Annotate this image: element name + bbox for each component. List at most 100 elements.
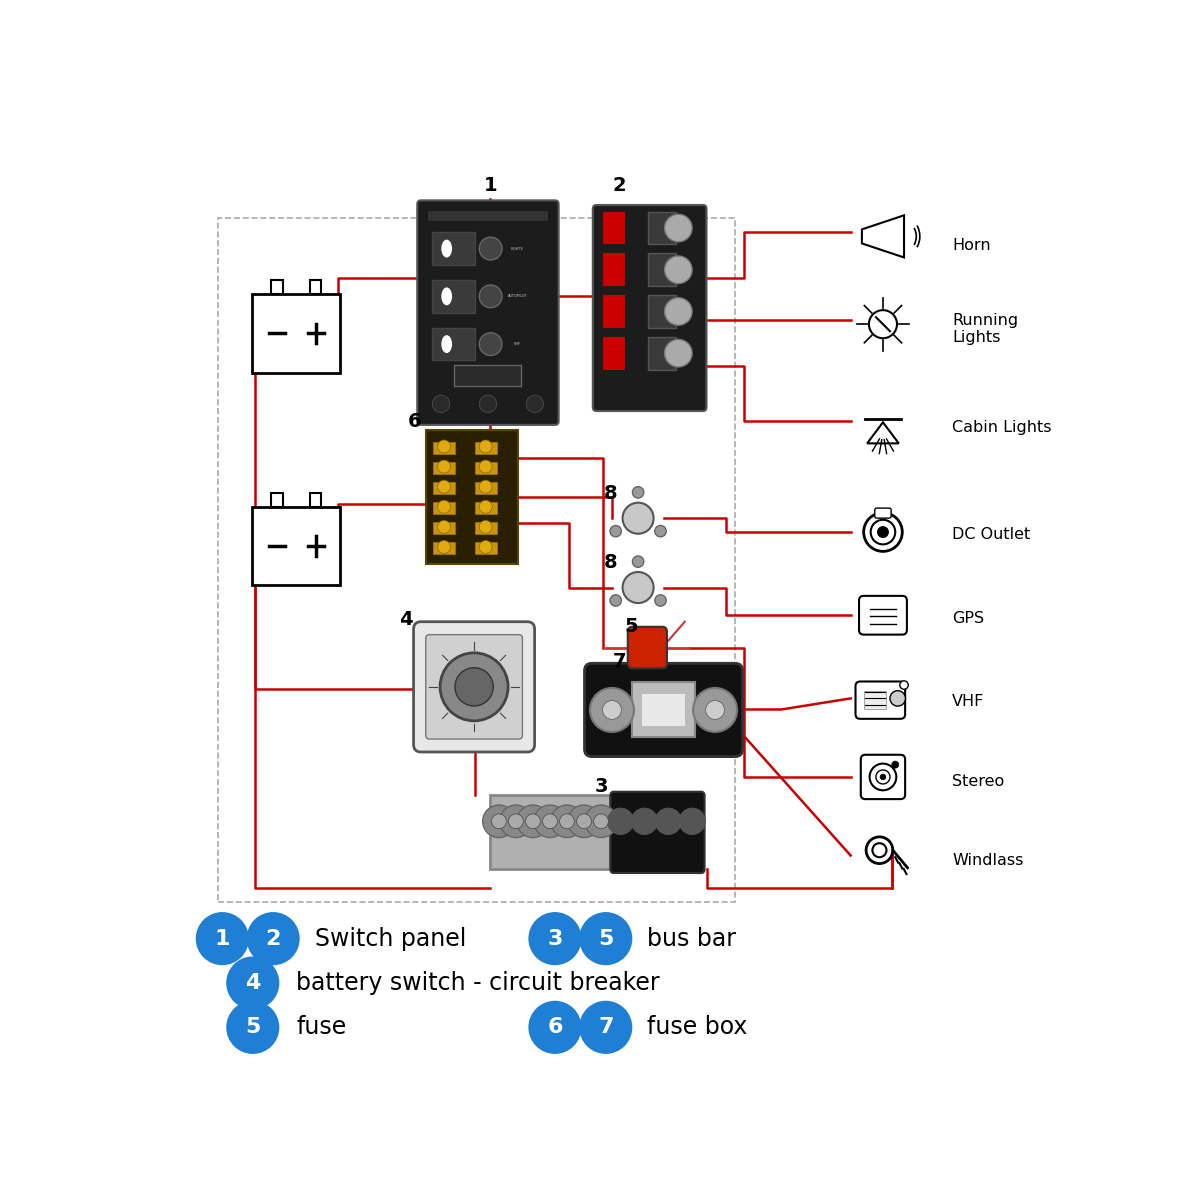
- Circle shape: [876, 770, 890, 784]
- Polygon shape: [868, 422, 899, 443]
- Text: Switch panel: Switch panel: [314, 926, 466, 950]
- FancyBboxPatch shape: [611, 792, 704, 874]
- Circle shape: [665, 340, 692, 367]
- Text: 8: 8: [604, 484, 617, 503]
- Circle shape: [479, 332, 502, 355]
- Text: 5: 5: [245, 1018, 260, 1037]
- Bar: [433, 542, 455, 554]
- Bar: [271, 280, 283, 294]
- Circle shape: [610, 526, 622, 536]
- Circle shape: [438, 440, 450, 452]
- Circle shape: [455, 667, 493, 706]
- Circle shape: [227, 958, 278, 1009]
- Text: 4: 4: [245, 973, 260, 992]
- Text: 5: 5: [598, 929, 613, 949]
- Circle shape: [438, 460, 450, 473]
- Circle shape: [655, 808, 682, 834]
- Bar: [491, 796, 610, 869]
- FancyBboxPatch shape: [860, 755, 905, 799]
- Circle shape: [247, 913, 299, 965]
- FancyBboxPatch shape: [418, 200, 559, 425]
- Bar: [648, 253, 676, 286]
- Circle shape: [479, 284, 502, 307]
- Circle shape: [607, 808, 634, 834]
- Circle shape: [526, 395, 544, 413]
- Circle shape: [632, 556, 643, 568]
- Circle shape: [694, 688, 737, 732]
- Bar: [426, 431, 518, 564]
- Text: DC Outlet: DC Outlet: [953, 527, 1031, 542]
- Circle shape: [227, 1002, 278, 1054]
- Bar: [474, 502, 497, 514]
- FancyBboxPatch shape: [584, 664, 743, 757]
- Circle shape: [864, 512, 902, 551]
- Text: AUTOPILOT: AUTOPILOT: [508, 294, 527, 299]
- Circle shape: [479, 395, 497, 413]
- Circle shape: [610, 595, 622, 606]
- Circle shape: [438, 500, 450, 514]
- Bar: [474, 522, 497, 534]
- Circle shape: [482, 805, 515, 838]
- Circle shape: [432, 395, 450, 413]
- Bar: [433, 482, 455, 494]
- Bar: [433, 522, 455, 534]
- Circle shape: [665, 215, 692, 242]
- Bar: [864, 691, 887, 709]
- Text: Running
Lights: Running Lights: [953, 312, 1019, 346]
- Text: VHF: VHF: [514, 342, 521, 346]
- Circle shape: [534, 805, 566, 838]
- Circle shape: [892, 761, 899, 768]
- Bar: [474, 542, 497, 554]
- Circle shape: [492, 814, 506, 829]
- FancyBboxPatch shape: [856, 682, 905, 719]
- FancyBboxPatch shape: [859, 596, 907, 635]
- Circle shape: [870, 763, 896, 791]
- Bar: [602, 253, 625, 286]
- Ellipse shape: [442, 240, 452, 258]
- Text: VHF: VHF: [953, 694, 985, 709]
- Circle shape: [580, 1002, 631, 1054]
- Circle shape: [551, 805, 583, 838]
- Ellipse shape: [442, 287, 452, 305]
- Bar: [217, 218, 736, 901]
- Text: 1: 1: [215, 929, 230, 949]
- Bar: [474, 442, 497, 454]
- Circle shape: [655, 526, 666, 536]
- Circle shape: [623, 572, 654, 604]
- FancyBboxPatch shape: [875, 508, 892, 518]
- Bar: [432, 280, 474, 313]
- Circle shape: [479, 238, 502, 260]
- Circle shape: [438, 521, 450, 533]
- Circle shape: [479, 521, 492, 533]
- Circle shape: [871, 520, 895, 545]
- Bar: [427, 210, 548, 222]
- Circle shape: [632, 487, 643, 498]
- Bar: [310, 280, 322, 294]
- Bar: [252, 506, 340, 586]
- Bar: [433, 502, 455, 514]
- Circle shape: [679, 808, 706, 834]
- Bar: [433, 442, 455, 454]
- Text: 7: 7: [598, 1018, 613, 1037]
- Circle shape: [665, 256, 692, 283]
- Text: 2: 2: [265, 929, 281, 949]
- Circle shape: [872, 844, 887, 857]
- FancyBboxPatch shape: [426, 635, 522, 739]
- Text: fuse box: fuse box: [647, 1015, 748, 1039]
- Circle shape: [479, 460, 492, 473]
- Text: 8: 8: [604, 553, 617, 572]
- Circle shape: [880, 774, 886, 780]
- Text: 5: 5: [625, 617, 638, 636]
- Text: 6: 6: [547, 1018, 563, 1037]
- Bar: [310, 492, 322, 506]
- Bar: [474, 482, 497, 494]
- Bar: [432, 328, 474, 360]
- FancyBboxPatch shape: [414, 622, 535, 752]
- Circle shape: [590, 688, 634, 732]
- Bar: [252, 294, 340, 373]
- Bar: [602, 211, 625, 245]
- Ellipse shape: [442, 335, 452, 353]
- Bar: [602, 295, 625, 328]
- Circle shape: [559, 814, 575, 829]
- Text: 4: 4: [400, 611, 413, 629]
